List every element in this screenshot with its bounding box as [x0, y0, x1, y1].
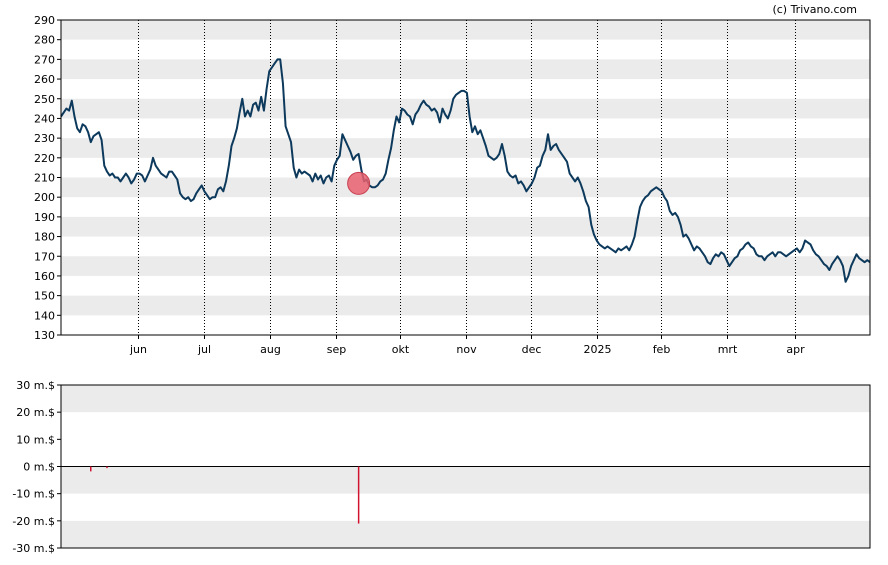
x-tick-label: feb: [653, 343, 671, 356]
price-x-axis: jun jul aug sep okt nov dec 2025 feb mrt apr: [129, 335, 805, 356]
volume-y-axis: 30 m.$ 20 m.$ 10 m.$ 0 m.$ -10 m.$ -20 m.$ -30…: [12, 379, 61, 555]
volume-bands: [61, 385, 870, 548]
y-tick-label: 170: [34, 250, 55, 263]
volume-y-tick-label: 10 m.$: [16, 433, 55, 446]
price-band: [61, 59, 870, 80]
y-tick-label: 160: [34, 270, 55, 283]
x-tick-label: apr: [786, 343, 805, 356]
price-markers: [347, 171, 371, 195]
x-tick-label: sep: [327, 343, 346, 356]
y-tick-label: 220: [34, 152, 55, 165]
volume-y-tick-label: -20 m.$: [12, 515, 55, 528]
y-tick-label: 240: [34, 112, 55, 125]
y-tick-label: 130: [34, 329, 55, 342]
y-tick-label: 190: [34, 211, 55, 224]
x-tick-label: 2025: [584, 343, 612, 356]
price-band: [61, 295, 870, 316]
price-line: [60, 58, 871, 283]
volume-y-tick-label: 20 m.$: [16, 406, 55, 419]
price-band: [61, 256, 870, 276]
y-tick-label: 210: [34, 172, 55, 185]
price-y-axis: 130 140 150 160 170 180 190 200 210 220 230 240 250 2…: [34, 14, 61, 342]
volume-y-tick-label: 30 m.$: [16, 379, 55, 392]
volume-bars: [90, 466, 360, 524]
y-tick-label: 280: [34, 34, 55, 47]
x-tick-label: okt: [392, 343, 410, 356]
volume-band: [61, 385, 870, 413]
y-tick-label: 270: [34, 53, 55, 66]
y-tick-label: 250: [34, 93, 55, 106]
price-band: [61, 177, 870, 198]
event-marker: [347, 171, 371, 195]
price-band: [61, 20, 870, 40]
y-tick-label: 230: [34, 132, 55, 145]
y-tick-label: 290: [34, 14, 55, 27]
y-tick-label: 260: [34, 73, 55, 86]
y-tick-label: 150: [34, 290, 55, 303]
y-tick-label: 140: [34, 309, 55, 322]
volume-band: [61, 466, 870, 494]
price-frame: [60, 19, 871, 336]
x-tick-label: jul: [197, 343, 211, 356]
x-tick-label: nov: [456, 343, 477, 356]
x-tick-label: jun: [129, 343, 147, 356]
price-band: [61, 98, 870, 119]
y-tick-label: 200: [34, 191, 55, 204]
volume-band: [61, 520, 870, 548]
credit-label: (c) Trivano.com: [772, 3, 857, 16]
x-tick-label: dec: [522, 343, 542, 356]
volume-frame: [60, 384, 871, 549]
volume-y-tick-label: -10 m.$: [12, 488, 55, 501]
volume-panel: 30 m.$ 20 m.$ 10 m.$ 0 m.$ -10 m.$ -20 m.$ -30…: [12, 379, 871, 555]
x-tick-label: mrt: [718, 343, 738, 356]
price-panel: 130 140 150 160 170 180 190 200 210 220 230 240 250 2…: [34, 14, 871, 356]
price-bands: [61, 20, 870, 316]
y-tick-label: 180: [34, 231, 55, 244]
volume-y-tick-label: 0 m.$: [23, 461, 55, 474]
volume-y-tick-label: -30 m.$: [12, 542, 55, 555]
price-band: [61, 216, 870, 237]
price-band: [61, 138, 870, 158]
x-tick-label: aug: [260, 343, 281, 356]
